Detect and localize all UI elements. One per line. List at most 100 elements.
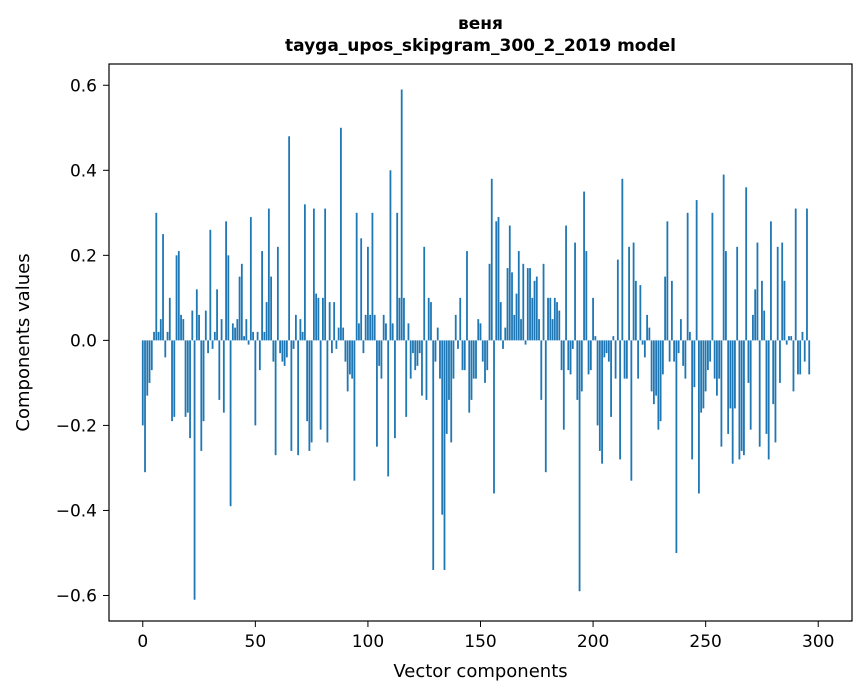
bar (799, 340, 802, 375)
bar (587, 340, 590, 375)
bar (533, 280, 536, 341)
bar (650, 340, 653, 392)
bar (756, 242, 759, 341)
bar (382, 314, 385, 341)
y-tick-label: −0.2 (56, 416, 97, 436)
bar (340, 127, 342, 341)
bar (157, 331, 160, 341)
y-tick-label: −0.4 (56, 501, 97, 521)
bar (261, 251, 263, 341)
bar (709, 340, 712, 362)
bar (394, 340, 396, 439)
bar (542, 263, 545, 341)
bar (303, 204, 306, 341)
bar (436, 327, 439, 341)
bar (716, 340, 718, 396)
bar (218, 340, 221, 400)
bar (470, 340, 473, 400)
bar (659, 340, 662, 422)
bar (186, 340, 189, 413)
bar (254, 340, 257, 426)
y-axis: −0.6 −0.4 −0.2 0.0 0.2 0.4 0.6 (56, 76, 109, 606)
bar (803, 340, 806, 362)
bar (389, 170, 392, 341)
bar (488, 263, 491, 341)
bar (610, 340, 612, 417)
bars-layer (141, 89, 811, 600)
bar (306, 340, 309, 422)
bar (720, 340, 723, 447)
bar (175, 255, 178, 341)
bar (409, 340, 412, 379)
bar (466, 251, 468, 341)
bar (623, 340, 626, 379)
bar (463, 340, 466, 371)
bar (673, 340, 676, 362)
bar (177, 251, 180, 341)
bar (168, 297, 171, 341)
bar (630, 340, 633, 481)
bar (441, 340, 444, 515)
bar (328, 302, 331, 341)
bar (585, 251, 588, 341)
bar (155, 212, 158, 341)
bar (499, 302, 502, 341)
bar (515, 293, 518, 341)
bar (432, 340, 435, 570)
bar (308, 340, 311, 451)
bar (643, 340, 646, 358)
bar (517, 251, 520, 341)
bar (594, 336, 597, 341)
y-axis-label: Components values (13, 253, 34, 431)
bar (472, 340, 475, 379)
bar (204, 310, 207, 341)
bar (403, 297, 405, 341)
bar (144, 340, 146, 473)
bar (569, 340, 572, 375)
bar (589, 340, 592, 371)
bar (679, 319, 682, 341)
bar (272, 340, 275, 362)
bar (666, 221, 669, 341)
bar (247, 340, 250, 345)
bar (549, 297, 552, 341)
bar (731, 340, 734, 464)
bar (544, 340, 547, 473)
bar (353, 340, 356, 481)
bar (173, 340, 176, 417)
bar (736, 246, 739, 341)
bar (299, 319, 302, 341)
bar (209, 229, 212, 341)
bar (443, 340, 446, 570)
bar (380, 340, 383, 379)
bar (274, 340, 277, 456)
bar (319, 340, 322, 430)
bar (558, 310, 561, 341)
bar (664, 276, 667, 341)
bar (727, 340, 730, 434)
bar (146, 340, 149, 396)
bar (263, 331, 266, 341)
bar (797, 340, 799, 375)
bar (774, 340, 777, 443)
bar (182, 319, 185, 341)
bar (632, 242, 635, 341)
y-tick-label: 0.4 (70, 161, 97, 181)
bar (506, 268, 509, 341)
bar (574, 242, 576, 341)
bar (749, 340, 752, 430)
bar (598, 340, 601, 451)
bar (707, 340, 709, 371)
bar (713, 340, 716, 379)
bar (171, 340, 173, 422)
bar (312, 208, 315, 341)
bar (229, 340, 232, 507)
bar (772, 340, 775, 405)
bar (592, 297, 594, 341)
bar (211, 340, 214, 349)
bar (657, 340, 660, 430)
x-tick-label: 250 (689, 632, 721, 652)
bar (405, 340, 408, 417)
bar (529, 268, 531, 341)
